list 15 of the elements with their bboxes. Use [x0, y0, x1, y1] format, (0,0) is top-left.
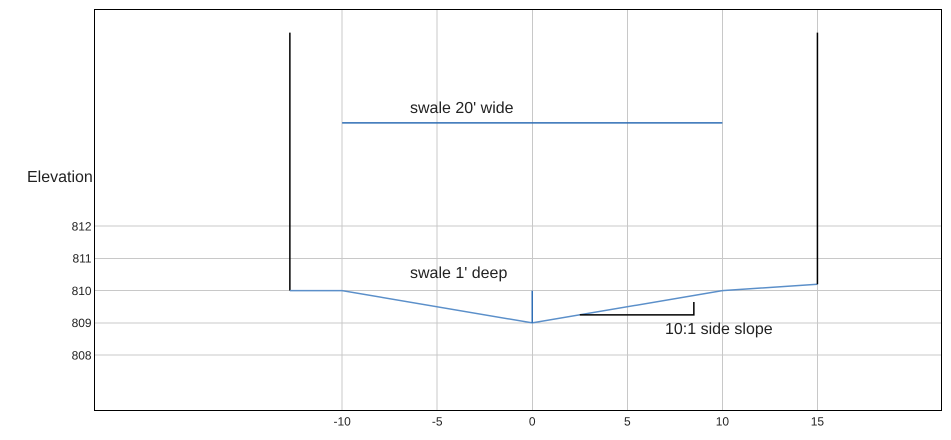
x-tick-label: 0: [528, 414, 536, 428]
x-tick-label: 10: [716, 414, 730, 428]
x-tick-label: -10: [333, 414, 352, 428]
annotation: swale 20' wide: [410, 100, 514, 117]
x-tick-label: -5: [432, 414, 443, 428]
y-tick-label: 809: [72, 316, 92, 330]
x-tick-label: 15: [810, 414, 824, 428]
x-tick-label: 5: [624, 414, 631, 428]
y-tick-label: 811: [72, 252, 92, 266]
y-tick-label: 812: [72, 219, 92, 234]
y-axis-title: Elevation: [27, 169, 93, 186]
y-tick-label: 810: [72, 284, 92, 298]
annotation: swale 1' deep: [410, 265, 508, 282]
y-tick-label: 808: [72, 348, 92, 362]
annotation: 10:1 side slope: [665, 321, 773, 338]
